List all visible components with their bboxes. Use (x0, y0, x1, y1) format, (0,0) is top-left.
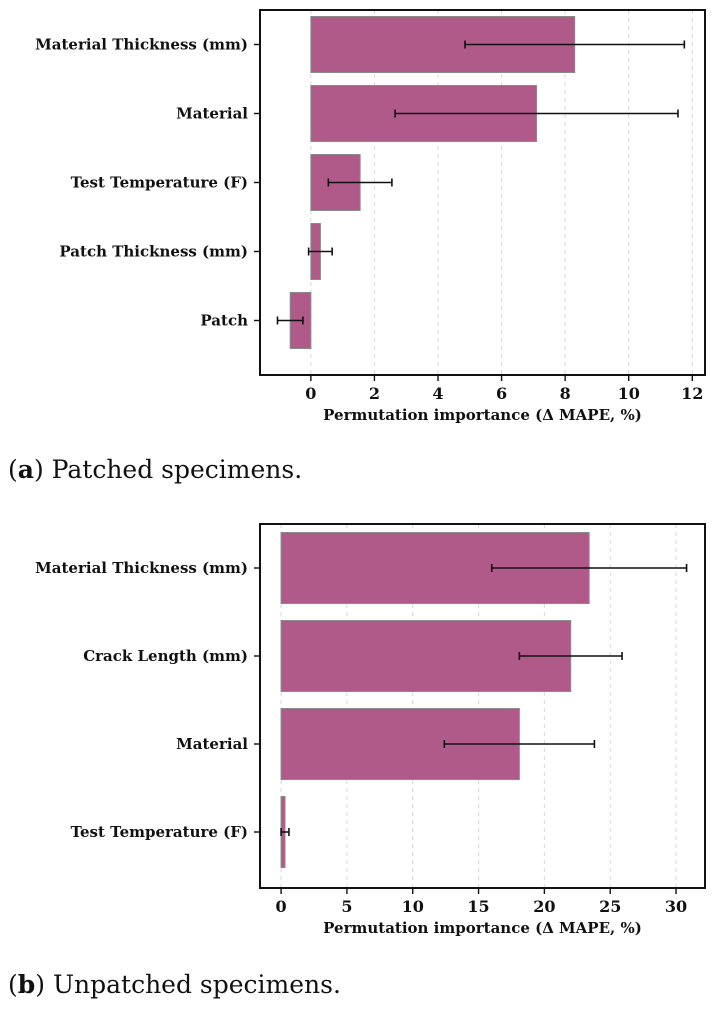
chart-b: Material Thickness (mm) Crack Length (mm)… (35, 523, 706, 937)
x-tick-label: 10 (618, 384, 640, 403)
x-tick-label: 0 (275, 897, 286, 916)
plot-frame (259, 9, 706, 376)
plot-frame (259, 523, 706, 889)
x-tick-label: 12 (681, 384, 703, 403)
caption-b-text: Unpatched specimens. (52, 970, 341, 999)
category-label: Test Temperature (F) (71, 823, 248, 841)
category-label: Patch Thickness (mm) (59, 243, 248, 261)
category-label: Patch (200, 312, 248, 330)
x-axis-title: Permutation importance (Δ MAPE, %) (323, 919, 642, 937)
category-label: Material Thickness (mm) (35, 36, 248, 54)
x-tick-label: 10 (402, 897, 424, 916)
caption-b: (b) Unpatched specimens. (8, 970, 341, 999)
x-tick-label: 25 (599, 897, 621, 916)
x-axis-title: Permutation importance (Δ MAPE, %) (323, 406, 642, 424)
x-tick-label: 20 (533, 897, 555, 916)
category-label: Test Temperature (F) (71, 174, 248, 192)
x-tick-label: 30 (665, 897, 687, 916)
x-tick-label: 4 (432, 384, 443, 403)
chart-panel-b: Material Thickness (mm) Crack Length (mm)… (0, 510, 716, 1010)
caption-b-prefix: b (17, 970, 36, 999)
caption-a-text: Patched specimens. (51, 455, 303, 484)
x-tick-label: 8 (560, 384, 571, 403)
chart-panel-a: Material Thickness (mm) Material Test Temp… (0, 0, 716, 500)
x-tick-label: 2 (369, 384, 380, 403)
caption-a-prefix: a (17, 455, 34, 484)
category-label: Material Thickness (mm) (35, 559, 248, 577)
category-label: Material (176, 735, 248, 753)
x-tick-label: 15 (467, 897, 489, 916)
x-tick-label: 6 (496, 384, 507, 403)
chart-a: Material Thickness (mm) Material Test Temp… (35, 9, 706, 424)
x-tick-label: 0 (305, 384, 316, 403)
bar (280, 708, 520, 780)
category-label: Material (176, 105, 248, 123)
caption-a: (a) Patched specimens. (8, 455, 303, 484)
x-tick-label: 5 (341, 897, 352, 916)
category-label: Crack Length (mm) (83, 647, 248, 665)
